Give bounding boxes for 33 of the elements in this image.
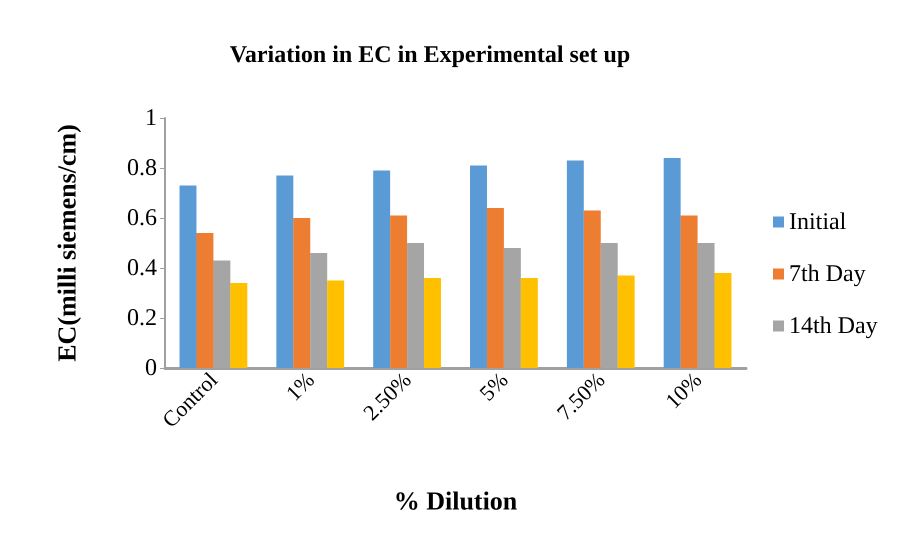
legend-label: 14th Day (789, 313, 878, 339)
bar (680, 216, 698, 368)
y-tick-label: 0.2 (127, 305, 157, 331)
legend-label: Initial (789, 209, 847, 235)
bar (230, 283, 248, 368)
x-tick-label: 1% (280, 367, 320, 406)
bar (520, 278, 538, 368)
y-tick-label: 0.6 (127, 205, 157, 231)
x-axis-title: % Dilution (394, 486, 518, 516)
bar (293, 218, 310, 368)
bar (584, 210, 601, 368)
legend-label: 7th Day (789, 261, 866, 287)
bar (470, 166, 487, 368)
bar (390, 216, 408, 368)
bar (180, 186, 196, 368)
bar (373, 170, 390, 368)
chart-title: Variation in EC in Experimental set up (230, 42, 630, 68)
bar (327, 280, 344, 368)
bar (276, 176, 294, 368)
bar (618, 276, 635, 368)
y-axis-title: EC(milli siemens/cm) (52, 124, 82, 362)
bar (196, 233, 214, 368)
bar (486, 208, 504, 368)
y-tick-label: 0 (145, 355, 157, 381)
bar (664, 158, 681, 368)
y-tick-label: 0.4 (127, 255, 157, 281)
bar (714, 273, 732, 368)
x-tick-label: 10% (660, 367, 706, 414)
bar (424, 278, 441, 368)
y-tick-label: 1 (145, 105, 157, 131)
x-tick-label: 5% (474, 367, 513, 406)
y-tick-label: 0.8 (127, 155, 157, 181)
bar (566, 160, 584, 368)
